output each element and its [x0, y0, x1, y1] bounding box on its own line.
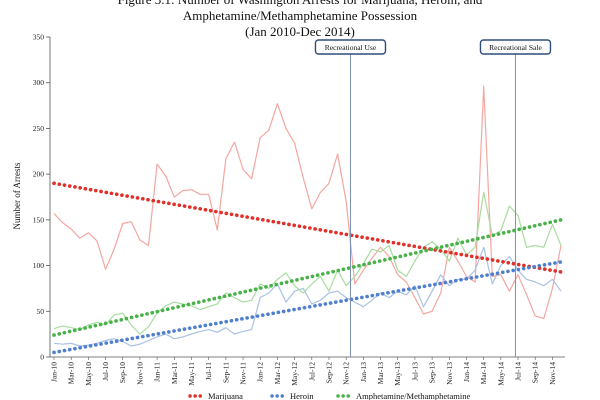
trend-line-amphetamine-methamphetamine — [52, 218, 563, 337]
annotation-label: Recreational Use — [325, 43, 377, 52]
chart-axes: 0 50 100 150 200 250 300 350 Jan-10 Mar-10 May-10 J… — [33, 33, 565, 386]
x-tick-label: Sep-13 — [428, 362, 437, 383]
legend-label: Marijuana — [208, 391, 243, 400]
x-tick-label: Mar-13 — [376, 362, 385, 385]
annotation-layer: Recreational Use Recreational Sale — [314, 39, 552, 357]
x-tick-label: May-12 — [290, 362, 299, 386]
x-tick-label: May-14 — [496, 362, 505, 386]
x-tick-label: Sep-14 — [531, 362, 540, 383]
y-axis-label: Number of Arrests — [12, 162, 22, 229]
y-tick-label: 350 — [33, 33, 45, 42]
x-tick-label: Mar-10 — [67, 362, 76, 385]
x-tick-label: Jan-12 — [256, 362, 265, 382]
trend-line-marijuana — [52, 181, 563, 274]
y-tick-label: 0 — [40, 353, 44, 362]
x-tick-label: Nov-10 — [135, 362, 144, 385]
x-tick-label: Jul-10 — [101, 362, 110, 381]
series-line-marijuana — [53, 85, 562, 320]
annotation-label: Recreational Sale — [489, 43, 542, 52]
y-tick-label: 200 — [33, 170, 45, 179]
y-tick-label: 50 — [37, 307, 45, 316]
x-tick-label: Nov-11 — [239, 362, 248, 385]
trend-layer — [52, 181, 563, 355]
y-tick-label: 300 — [33, 78, 45, 87]
chart-title: Figure 3.1: Number of Washington Arrests… — [0, 0, 600, 40]
x-tick-label: Jul-14 — [514, 362, 523, 381]
x-tick-label: Mar-14 — [479, 362, 488, 385]
x-tick-label: May-11 — [187, 362, 196, 386]
legend: Marijuana Heroin Amphetamine/Methamphetami… — [188, 391, 470, 400]
x-tick-label: Jul-11 — [204, 362, 213, 381]
x-tick-label: Jan-10 — [50, 362, 59, 382]
x-tick-label: Jan-14 — [462, 362, 471, 382]
x-tick-label: Mar-11 — [170, 362, 179, 384]
y-tick-label: 100 — [33, 261, 45, 270]
x-tick-label: Jan-13 — [359, 362, 368, 382]
y-tick-label: 150 — [33, 215, 45, 224]
series-layer — [53, 85, 562, 347]
legend-label: Heroin — [290, 391, 314, 400]
chart-title-line-1: Figure 3.1: Number of Washington Arrests… — [0, 0, 600, 8]
legend-label: Amphetamine/Methamphetamine — [356, 391, 470, 400]
annotation-box — [314, 39, 387, 55]
y-tick-label: 250 — [33, 124, 45, 133]
x-tick-label: Mar-12 — [273, 362, 282, 385]
x-tick-label: Nov-13 — [445, 362, 454, 385]
x-tick-label: Sep-11 — [221, 362, 230, 383]
x-tick-label: Nov-12 — [342, 362, 351, 385]
x-tick-label: Jan-11 — [153, 362, 162, 382]
series-line-heroin — [53, 246, 562, 347]
chart-title-line-3: (Jan 2010-Dec 2014) — [245, 24, 355, 39]
x-tick-label: May-13 — [393, 362, 402, 386]
x-tick-label: Sep-12 — [324, 362, 333, 383]
annotation-box — [479, 39, 552, 55]
series-line-amphetamine-methamphetamine — [53, 191, 562, 335]
x-tick-label: Jul-12 — [307, 362, 316, 381]
x-tick-label: Jul-13 — [410, 362, 419, 381]
x-tick-label: Nov-14 — [548, 362, 557, 385]
trend-line-heroin — [52, 260, 563, 355]
chart-title-line-2: Amphetamine/Methamphetamine Possession — [182, 8, 418, 23]
x-tick-label: May-10 — [84, 362, 93, 386]
x-tick-label: Sep-10 — [118, 362, 127, 383]
